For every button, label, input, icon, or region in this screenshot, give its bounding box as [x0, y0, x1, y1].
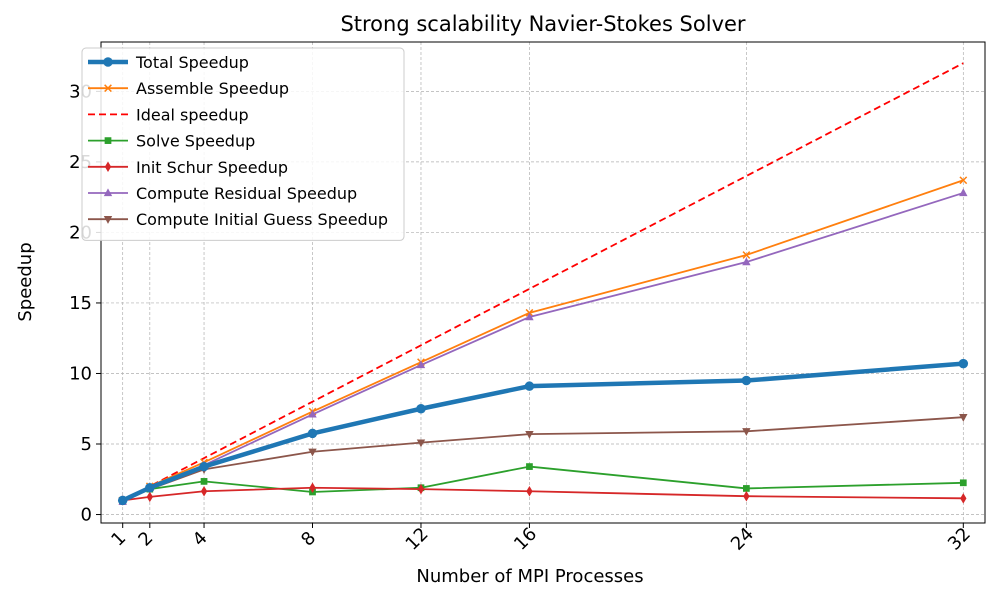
legend: Total Speedup Assemble Speedup Ideal speed… — [81, 47, 405, 241]
y-tick-label: 5 — [81, 434, 92, 455]
data-point — [309, 482, 316, 493]
data-point — [416, 360, 426, 369]
legend-item: Compute Initial Guess Speedup — [88, 210, 388, 229]
y-tick-label: 15 — [69, 293, 92, 314]
legend-label: Compute Initial Guess Speedup — [136, 210, 388, 229]
data-point — [146, 491, 153, 503]
series-ideal-speedup — [122, 62, 964, 502]
series-line — [121, 361, 964, 503]
series-line — [122, 465, 964, 502]
data-point — [200, 478, 208, 485]
data-point — [308, 409, 317, 418]
data-point — [117, 495, 128, 506]
legend-label: Compute Residual Speedup — [136, 184, 357, 203]
data-point — [525, 430, 534, 439]
data-point — [743, 485, 750, 492]
series-init-schur-speedup — [119, 482, 967, 506]
data-point — [743, 490, 750, 502]
data-point — [742, 257, 751, 266]
y-tick-label: 0 — [81, 505, 92, 526]
data-point — [308, 448, 317, 457]
y-tick-label: 10 — [69, 363, 92, 384]
data-point — [525, 312, 534, 321]
legend-marker — [104, 161, 112, 173]
legend-label: Total Speedup — [135, 53, 249, 72]
data-point — [526, 486, 533, 497]
legend-marker — [104, 137, 112, 144]
data-point — [959, 188, 968, 197]
legend-item: Total Speedup — [88, 53, 249, 72]
data-point — [145, 482, 155, 493]
data-point — [199, 461, 209, 472]
series-total-speedup — [117, 358, 969, 506]
legend-label: Ideal speedup — [136, 105, 249, 124]
data-point — [417, 483, 425, 495]
data-point — [959, 479, 967, 487]
legend-marker — [103, 216, 113, 224]
legend-box — [81, 47, 405, 241]
legend-label: Assemble Speedup — [136, 79, 289, 98]
data-point — [741, 375, 752, 386]
data-point — [742, 428, 751, 436]
legend-marker — [104, 84, 112, 93]
legend-item: Ideal speedup — [88, 105, 249, 124]
data-point — [959, 414, 968, 422]
data-point — [307, 428, 318, 439]
data-point — [416, 439, 426, 448]
x-axis-label: Number of MPI Processes — [416, 566, 643, 587]
series-line — [122, 486, 964, 502]
data-point — [959, 176, 968, 185]
data-point — [416, 403, 426, 414]
data-point — [960, 493, 967, 504]
legend-label: Init Schur Speedup — [136, 158, 288, 177]
legend-item: Assemble Speedup — [88, 79, 289, 98]
plot-frame — [100, 41, 986, 524]
legend-label: Solve Speedup — [136, 132, 255, 151]
y-axis-label: Speedup — [15, 242, 36, 321]
series-line — [122, 62, 964, 502]
chart-title: Strong scalability Navier-Stokes Solver — [340, 12, 745, 36]
legend-item: Compute Residual Speedup — [88, 184, 357, 203]
data-point — [742, 251, 751, 259]
data-point — [958, 358, 969, 369]
series-layer — [117, 62, 969, 506]
legend-marker — [103, 188, 113, 197]
data-point — [526, 463, 533, 470]
legend-item: Solve Speedup — [88, 132, 255, 151]
data-point — [524, 381, 535, 391]
data-point — [200, 486, 208, 497]
legend-marker — [103, 57, 113, 67]
legend-item: Init Schur Speedup — [88, 158, 288, 177]
